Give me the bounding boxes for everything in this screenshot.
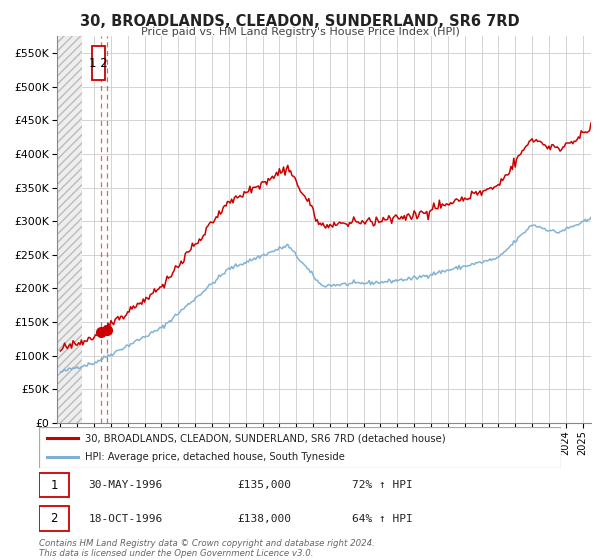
Text: Contains HM Land Registry data © Crown copyright and database right 2024.
This d: Contains HM Land Registry data © Crown c… [39, 539, 375, 558]
Text: £135,000: £135,000 [238, 480, 292, 490]
FancyBboxPatch shape [92, 46, 105, 80]
Text: 1 2: 1 2 [89, 57, 107, 70]
FancyBboxPatch shape [39, 506, 69, 531]
Text: HPI: Average price, detached house, South Tyneside: HPI: Average price, detached house, Sout… [85, 452, 345, 461]
Text: 30, BROADLANDS, CLEADON, SUNDERLAND, SR6 7RD: 30, BROADLANDS, CLEADON, SUNDERLAND, SR6… [80, 14, 520, 29]
Text: Price paid vs. HM Land Registry's House Price Index (HPI): Price paid vs. HM Land Registry's House … [140, 27, 460, 37]
FancyBboxPatch shape [39, 427, 561, 468]
FancyBboxPatch shape [39, 473, 69, 497]
Text: 72% ↑ HPI: 72% ↑ HPI [352, 480, 413, 490]
Text: 18-OCT-1996: 18-OCT-1996 [89, 514, 163, 524]
Text: 1: 1 [50, 479, 58, 492]
Text: £138,000: £138,000 [238, 514, 292, 524]
Text: 64% ↑ HPI: 64% ↑ HPI [352, 514, 413, 524]
Text: 30-MAY-1996: 30-MAY-1996 [89, 480, 163, 490]
Text: 2: 2 [50, 512, 58, 525]
Text: 30, BROADLANDS, CLEADON, SUNDERLAND, SR6 7RD (detached house): 30, BROADLANDS, CLEADON, SUNDERLAND, SR6… [85, 433, 446, 443]
